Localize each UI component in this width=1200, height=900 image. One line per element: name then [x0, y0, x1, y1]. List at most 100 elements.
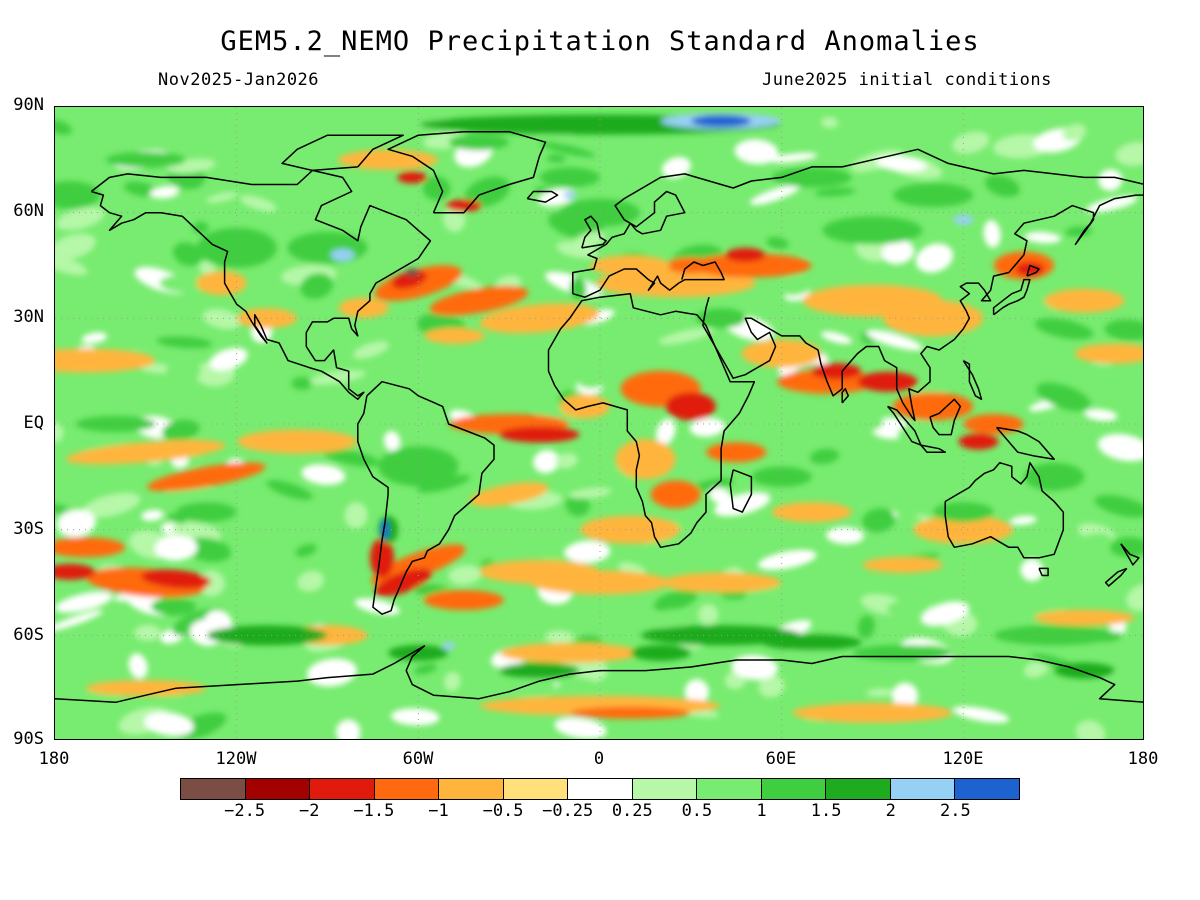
- anomaly-blob: [751, 466, 812, 487]
- legend-swatch: [568, 779, 633, 799]
- anomaly-blob: [1010, 515, 1037, 526]
- anomaly-blob: [915, 243, 954, 273]
- anomaly-blob: [862, 508, 896, 533]
- legend-swatch: [439, 779, 504, 799]
- anomaly-blob: [862, 556, 943, 573]
- anomaly-blob: [1097, 433, 1143, 462]
- anomaly-blob: [1020, 558, 1044, 582]
- anomaly-blob: [209, 347, 248, 371]
- anomaly-blob: [85, 680, 206, 697]
- anomaly-blob: [952, 706, 1010, 723]
- anomaly-blob: [857, 615, 875, 639]
- anomaly-blob: [147, 462, 266, 492]
- legend-swatch: [374, 779, 440, 799]
- anomaly-blob: [417, 474, 471, 493]
- anomaly-blob: [499, 426, 580, 443]
- lon-label-120e: 120E: [942, 749, 984, 769]
- anomaly-blob: [606, 164, 623, 182]
- legend-tick-label: 1: [756, 801, 767, 821]
- anomaly-blob: [734, 139, 779, 165]
- anomaly-blob: [287, 231, 368, 264]
- anomaly-blob: [176, 189, 205, 202]
- anomaly-blob: [811, 363, 862, 380]
- anomaly-blob: [196, 227, 277, 268]
- anomaly-blob: [202, 308, 241, 330]
- anomaly-blob: [761, 634, 862, 651]
- anomaly-blob: [661, 156, 691, 179]
- anomaly-blob: [134, 624, 162, 641]
- anomaly-blob: [563, 191, 576, 200]
- anomaly-blob: [1062, 124, 1087, 142]
- anomaly-blob: [568, 487, 612, 499]
- anomaly-blob: [630, 644, 691, 661]
- anomaly-blob: [206, 625, 327, 646]
- anomaly-blob: [1084, 408, 1118, 422]
- anomaly-blob: [374, 568, 432, 597]
- asia-south-east-coast: [702, 194, 1143, 422]
- anomaly-blob: [665, 257, 716, 274]
- anomaly-blob: [55, 610, 104, 632]
- map-title: GEM5.2_NEMO Precipitation Standard Anoma…: [220, 26, 980, 57]
- lon-label-180w: 180: [38, 749, 70, 769]
- anomaly-blob: [344, 502, 368, 529]
- anomaly-blob: [300, 273, 334, 299]
- anomaly-blob: [297, 570, 325, 592]
- anomaly-blob: [866, 329, 923, 351]
- anomaly-blob: [933, 502, 994, 523]
- legend-swatch: [503, 779, 569, 799]
- north-america-coast: [90, 169, 432, 401]
- legend-tick-label: −0.25: [542, 801, 594, 821]
- anomaly-blob: [658, 327, 714, 345]
- anomaly-blob: [1023, 660, 1049, 678]
- anomaly-blob: [397, 171, 428, 184]
- anomaly-blob: [391, 708, 440, 726]
- anomaly-blob: [423, 590, 504, 611]
- anomaly-blob: [653, 589, 698, 612]
- anomaly-blob: [1024, 231, 1062, 244]
- iceland-coast: [526, 190, 559, 203]
- lat-label-60n: 60N: [13, 201, 44, 221]
- anomaly-blob: [556, 241, 599, 259]
- anomaly-blob: [564, 540, 611, 564]
- anomaly-blob: [499, 662, 580, 679]
- anomaly-blob: [548, 674, 605, 692]
- anomaly-blob: [176, 502, 237, 523]
- anomaly-blob: [575, 362, 614, 389]
- graticule: [55, 107, 1143, 739]
- anomaly-blob: [539, 167, 600, 188]
- lat-label-30n: 30N: [13, 307, 44, 327]
- anomaly-blob: [383, 430, 401, 452]
- anomaly-blob: [443, 671, 461, 692]
- anomaly-blob: [1044, 288, 1125, 313]
- legend-tick-label: −1.5: [353, 801, 395, 821]
- anomaly-blob: [155, 336, 213, 349]
- anomaly-blob: [172, 242, 203, 267]
- anomaly-blob: [958, 433, 999, 450]
- anomaly-blob: [1024, 462, 1085, 491]
- anomaly-blob: [309, 370, 366, 385]
- anomaly-blob: [799, 241, 829, 257]
- anomaly-blob: [731, 654, 778, 680]
- anomaly-blob: [554, 717, 607, 739]
- anomaly-blob: [352, 341, 389, 359]
- anomaly-blob: [154, 535, 198, 561]
- anomaly-blob: [405, 268, 420, 277]
- anomaly-blob: [821, 116, 839, 129]
- anomaly-blob: [725, 247, 766, 262]
- anomaly-blob: [301, 464, 346, 485]
- anomaly-blob: [658, 609, 687, 632]
- legend-swatch: [245, 779, 311, 799]
- anomaly-blob: [756, 412, 785, 426]
- legend-tick-label: 2: [885, 801, 896, 821]
- anomaly-blob: [237, 429, 358, 454]
- anomaly-blob: [105, 151, 186, 168]
- sumatra-coast: [887, 405, 922, 446]
- legend-tick-label: 2.5: [940, 801, 971, 821]
- anomaly-blob: [1109, 537, 1143, 558]
- anomaly-blob: [555, 452, 578, 469]
- anomaly-blob: [55, 591, 113, 613]
- anomaly-blob: [55, 421, 64, 442]
- anomaly-blob: [615, 439, 676, 480]
- lat-label-eq: EQ: [23, 413, 44, 433]
- borneo-coast: [929, 398, 962, 436]
